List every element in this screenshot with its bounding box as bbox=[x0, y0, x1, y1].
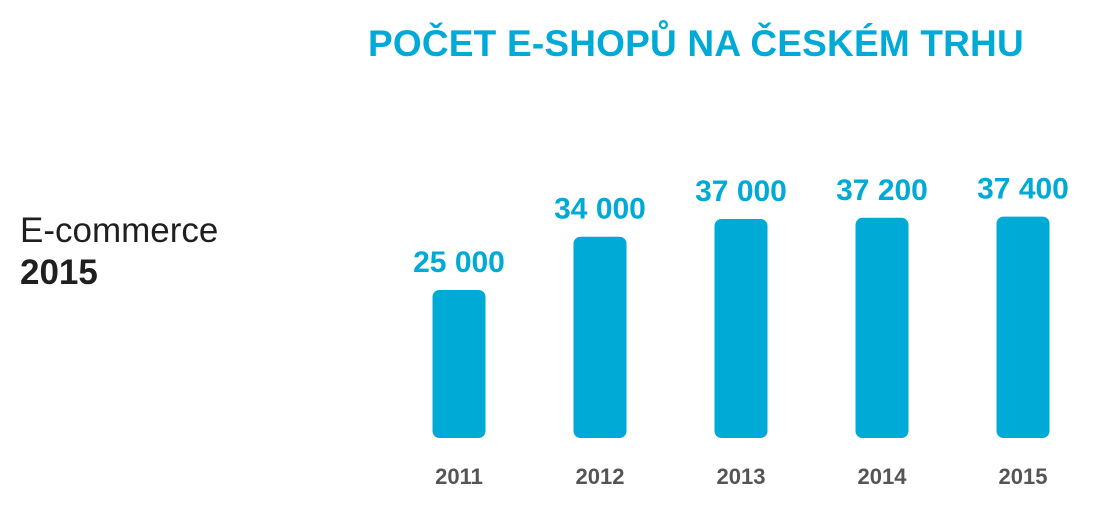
bar-2015 bbox=[996, 216, 1050, 438]
chart-title: POČET E-SHOPŮ NA ČESKÉM TRHU bbox=[368, 23, 1024, 64]
bars-layer bbox=[432, 216, 1050, 438]
bar-2014 bbox=[855, 217, 909, 438]
tick-labels-layer: 2011 2012 2013 2014 2015 bbox=[435, 464, 1047, 489]
side-label-line1: E-commerce bbox=[20, 211, 219, 250]
tick-label-2011: 2011 bbox=[435, 464, 483, 489]
value-label-2015: 37 400 bbox=[977, 173, 1069, 206]
value-label-2013: 37 000 bbox=[695, 175, 787, 208]
value-label-2011: 25 000 bbox=[413, 246, 505, 279]
value-label-2012: 34 000 bbox=[554, 193, 646, 226]
tick-label-2015: 2015 bbox=[999, 464, 1048, 489]
tick-label-2012: 2012 bbox=[576, 464, 625, 489]
bar-2013 bbox=[714, 219, 768, 438]
tick-label-2014: 2014 bbox=[858, 464, 908, 489]
value-labels-layer: 25 000 34 000 37 000 37 200 37 400 bbox=[413, 173, 1069, 279]
side-label: E-commerce 2015 bbox=[20, 210, 218, 294]
side-label-line2: 2015 bbox=[20, 253, 98, 292]
value-label-2014: 37 200 bbox=[836, 174, 928, 207]
bar-2012 bbox=[573, 236, 627, 438]
bar-2011 bbox=[432, 290, 486, 438]
tick-label-2013: 2013 bbox=[717, 464, 766, 489]
